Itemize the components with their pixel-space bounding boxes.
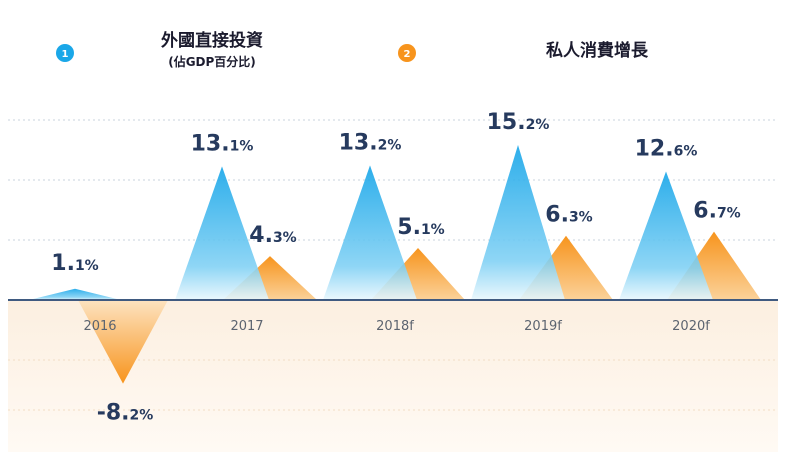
data-label-consumption-2020f: 6.7% (693, 199, 740, 224)
data-label-major: 6. (545, 203, 569, 228)
series-fdi (29, 144, 713, 300)
data-label-major: 13. (191, 131, 230, 156)
fdi-triangle-2016 (29, 288, 121, 300)
data-label-minor: 7% (717, 206, 741, 222)
legend-item-fdi: 1 外國直接投資 (佔GDP百分比) (56, 30, 263, 69)
data-label-fdi-2018f: 13.2% (339, 130, 402, 155)
data-label-major: 5. (397, 215, 421, 240)
fdi-triangle-2019f (471, 144, 565, 300)
data-label-minor: 3% (569, 210, 593, 226)
fdi-triangle-2020f (619, 171, 713, 300)
data-label-minor: 1% (230, 138, 254, 154)
data-label-major: 6. (693, 199, 717, 224)
data-label-consumption-2019f: 6.3% (545, 203, 592, 228)
data-label-consumption-2018f: 5.1% (397, 215, 444, 240)
x-tick-2017: 2017 (230, 319, 263, 334)
legend-badge-1 (56, 44, 74, 62)
legend-badge-2 (398, 44, 416, 62)
legend-title-consumption: 私人消費增長 (546, 40, 649, 61)
legend-subtitle-fdi: (佔GDP百分比) (168, 54, 256, 69)
fdi-triangle-2018f (323, 165, 417, 300)
x-tick-2019f: 2019f (524, 319, 562, 334)
x-tick-2016: 2016 (83, 319, 116, 334)
data-label-minor: 2% (526, 117, 550, 133)
data-label-fdi-2017: 13.1% (191, 131, 254, 156)
data-label-consumption-2016: -8.2% (97, 401, 154, 426)
data-label-major: -8. (97, 401, 130, 426)
data-label-major: 12. (635, 136, 674, 161)
data-label-fdi-2016: 1.1% (51, 251, 98, 276)
legend-badge-number: 2 (404, 49, 411, 60)
x-tick-2018f: 2018f (376, 319, 414, 334)
x-tick-2020f: 2020f (672, 319, 710, 334)
data-label-major: 13. (339, 130, 378, 155)
data-label-minor: 1% (75, 258, 99, 274)
legend-badge-number: 1 (62, 49, 69, 60)
data-label-major: 15. (487, 110, 526, 135)
data-label-consumption-2017: 4.3% (249, 223, 296, 248)
data-label-fdi-2019f: 15.2% (487, 110, 550, 135)
data-label-minor: 2% (130, 408, 154, 424)
fdi-triangle-2017 (175, 166, 269, 300)
x-axis-ticks: 2016 2017 2018f 2019f 2020f (83, 319, 710, 334)
data-label-major: 4. (249, 223, 273, 248)
data-label-minor: 1% (421, 222, 445, 238)
data-label-major: 1. (51, 251, 75, 276)
legend-title-fdi: 外國直接投資 (161, 30, 263, 51)
legend: 1 外國直接投資 (佔GDP百分比) 2 私人消費增長 (56, 30, 649, 69)
data-labels: -8.2%1.1%4.3%13.1%5.1%13.2%6.3%15.2%6.7%… (51, 110, 740, 426)
data-label-minor: 3% (273, 230, 297, 246)
consumption-triangle-2016 (78, 300, 168, 384)
legend-item-consumption: 2 私人消費增長 (398, 40, 649, 62)
data-label-minor: 2% (378, 137, 402, 153)
data-label-minor: 6% (674, 143, 698, 159)
data-label-fdi-2020f: 12.6% (635, 136, 698, 161)
